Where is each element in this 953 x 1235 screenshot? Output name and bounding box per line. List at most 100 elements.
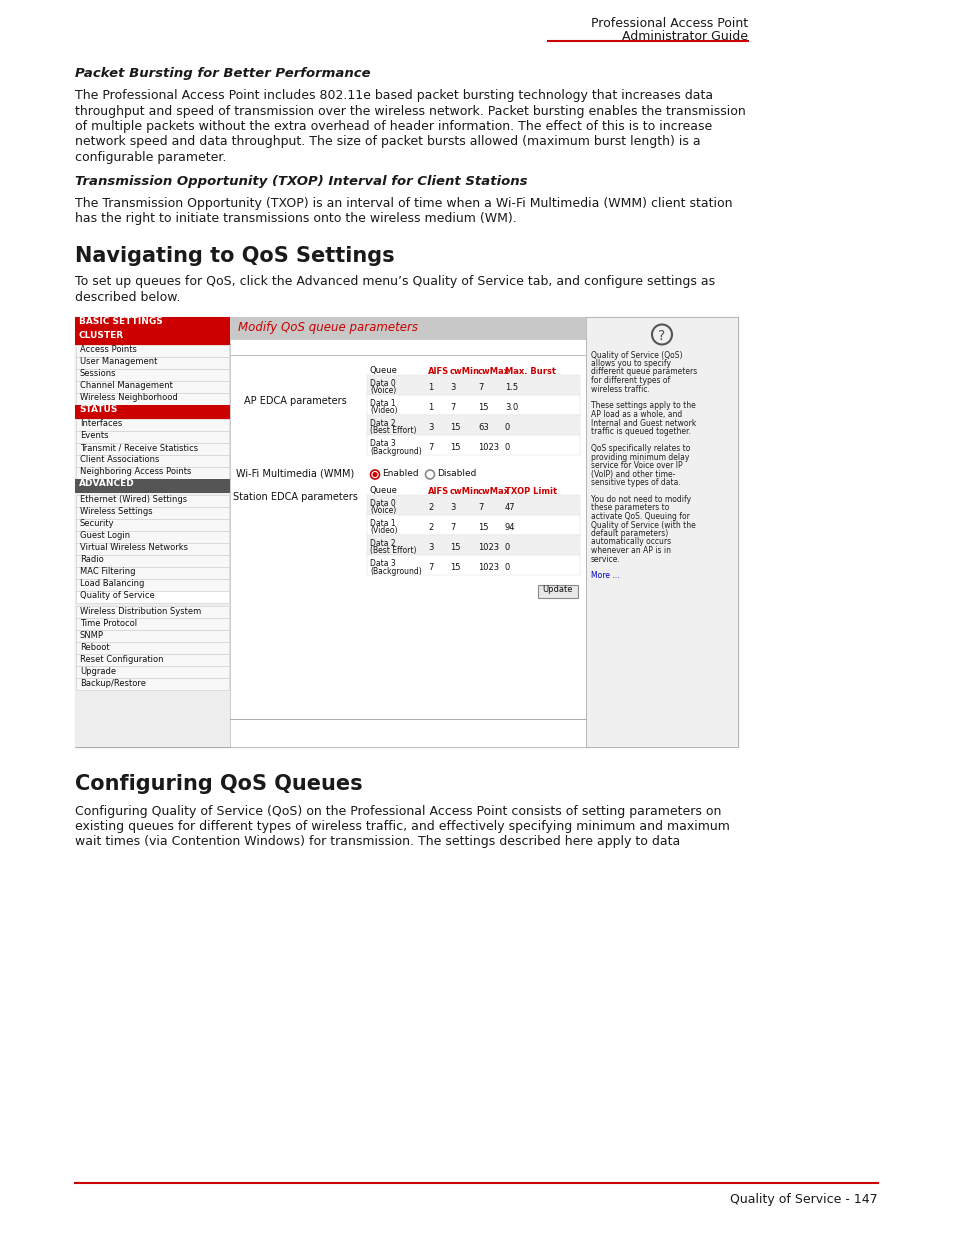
Text: Reset Configuration: Reset Configuration: [80, 655, 163, 663]
Bar: [76, 630, 229, 641]
Text: Wi-Fi Multimedia (WMM): Wi-Fi Multimedia (WMM): [235, 468, 354, 478]
Text: 63: 63: [477, 422, 488, 431]
Text: 0: 0: [504, 542, 510, 552]
Text: Backup/Restore: Backup/Restore: [80, 678, 146, 688]
Text: 7: 7: [428, 442, 433, 452]
Bar: [76, 494, 229, 506]
Text: cwMax: cwMax: [477, 487, 510, 495]
Text: 15: 15: [450, 562, 460, 572]
Text: 15: 15: [477, 522, 488, 531]
Text: TXOP Limit: TXOP Limit: [504, 487, 557, 495]
Text: (Background): (Background): [370, 447, 421, 456]
Bar: [76, 578, 229, 590]
Text: User Management: User Management: [80, 357, 157, 367]
Text: Internal and Guest network: Internal and Guest network: [590, 419, 696, 427]
Circle shape: [372, 472, 377, 477]
Text: 7: 7: [428, 562, 433, 572]
Bar: [76, 419, 229, 431]
Text: CLUSTER: CLUSTER: [79, 331, 124, 341]
Text: Data 1: Data 1: [370, 519, 395, 527]
Text: Interfaces: Interfaces: [80, 420, 122, 429]
Text: wireless traffic.: wireless traffic.: [590, 384, 649, 394]
Text: 7: 7: [450, 403, 455, 411]
Text: More ...: More ...: [590, 572, 618, 580]
Text: Disabled: Disabled: [436, 469, 476, 478]
Text: Administrator Guide: Administrator Guide: [621, 30, 747, 43]
Text: cwMax: cwMax: [477, 367, 510, 375]
Text: 0: 0: [504, 422, 510, 431]
Text: Ethernet (Wired) Settings: Ethernet (Wired) Settings: [80, 495, 187, 505]
Text: 3.0: 3.0: [504, 403, 517, 411]
Text: Neighboring Access Points: Neighboring Access Points: [80, 468, 192, 477]
Text: 1.5: 1.5: [504, 383, 517, 391]
Text: (Video): (Video): [370, 406, 397, 415]
Text: SNMP: SNMP: [80, 631, 104, 640]
Text: 47: 47: [504, 503, 515, 511]
Text: 1: 1: [428, 383, 433, 391]
Text: Enabled: Enabled: [381, 469, 418, 478]
Bar: [76, 641, 229, 653]
Text: Wireless Settings: Wireless Settings: [80, 508, 152, 516]
Text: STATUS: STATUS: [79, 405, 117, 415]
Text: 2: 2: [428, 503, 433, 511]
Text: for different types of: for different types of: [590, 375, 670, 385]
Bar: [367, 515, 579, 535]
Bar: [76, 531, 229, 542]
Text: wait times (via Contention Windows) for transmission. The settings described her: wait times (via Contention Windows) for …: [75, 836, 679, 848]
Text: QoS specifically relates to: QoS specifically relates to: [590, 445, 690, 453]
Bar: [76, 442, 229, 454]
Text: Access Points: Access Points: [80, 346, 136, 354]
Text: Quality of Service: Quality of Service: [80, 592, 154, 600]
Text: Queue: Queue: [370, 487, 397, 495]
Bar: [76, 555, 229, 567]
Text: 15: 15: [477, 403, 488, 411]
Bar: [76, 454, 229, 467]
Text: service for Voice over IP: service for Voice over IP: [590, 461, 682, 471]
Bar: [367, 374, 579, 394]
Bar: [76, 506, 229, 519]
Text: Load Balancing: Load Balancing: [80, 579, 144, 589]
Text: 1023: 1023: [477, 442, 498, 452]
Text: providing minimum delay: providing minimum delay: [590, 452, 689, 462]
Bar: [76, 618, 229, 630]
Bar: [230, 316, 585, 338]
Bar: [75, 316, 738, 746]
Text: has the right to initiate transmissions onto the wireless medium (WM).: has the right to initiate transmissions …: [75, 212, 517, 225]
Text: automatically occurs: automatically occurs: [590, 537, 670, 547]
Text: Wireless Neighborhood: Wireless Neighborhood: [80, 394, 177, 403]
Text: 15: 15: [450, 442, 460, 452]
Text: These settings apply to the: These settings apply to the: [590, 401, 695, 410]
Text: existing queues for different types of wireless traffic, and effectively specify: existing queues for different types of w…: [75, 820, 729, 832]
Text: Navigating to QoS Settings: Navigating to QoS Settings: [75, 246, 395, 266]
Text: The Professional Access Point includes 802.11e based packet bursting technology : The Professional Access Point includes 8…: [75, 89, 713, 103]
Bar: [76, 678, 229, 689]
Bar: [75, 405, 230, 419]
Text: AP EDCA parameters: AP EDCA parameters: [243, 396, 346, 406]
Text: network speed and data throughput. The size of packet bursts allowed (maximum bu: network speed and data throughput. The s…: [75, 136, 700, 148]
Bar: [75, 316, 230, 331]
Text: BASIC SETTINGS: BASIC SETTINGS: [79, 317, 163, 326]
Bar: [75, 316, 230, 746]
Text: Radio: Radio: [80, 556, 104, 564]
Text: 1: 1: [428, 403, 433, 411]
Text: Events: Events: [80, 431, 109, 441]
Bar: [367, 494, 579, 515]
Bar: [76, 605, 229, 618]
Text: Configuring Quality of Service (QoS) on the Professional Access Point consists o: Configuring Quality of Service (QoS) on …: [75, 804, 720, 818]
Text: Update: Update: [542, 585, 573, 594]
Text: 3: 3: [428, 542, 433, 552]
Text: traffic is queued together.: traffic is queued together.: [590, 427, 690, 436]
Text: 2: 2: [428, 522, 433, 531]
Text: 7: 7: [477, 503, 483, 511]
Bar: [367, 435, 579, 454]
Text: activate QoS. Queuing for: activate QoS. Queuing for: [590, 513, 689, 521]
Text: Sessions: Sessions: [80, 369, 116, 378]
Bar: [76, 567, 229, 578]
Text: (VoIP) and other time-: (VoIP) and other time-: [590, 469, 675, 478]
Text: different queue parameters: different queue parameters: [590, 368, 697, 377]
Bar: [76, 357, 229, 368]
Text: AIFS: AIFS: [428, 487, 449, 495]
Bar: [76, 542, 229, 555]
Bar: [76, 368, 229, 380]
Text: Station EDCA parameters: Station EDCA parameters: [233, 493, 357, 503]
